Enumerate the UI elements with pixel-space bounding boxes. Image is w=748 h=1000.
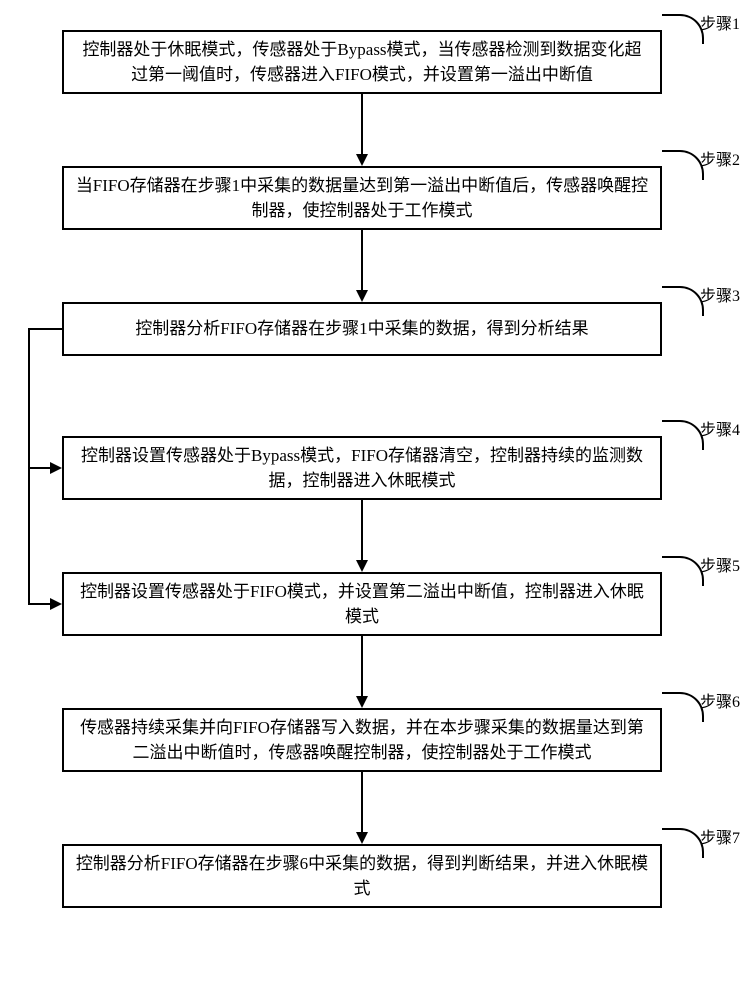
arrow-2-3 [361, 230, 363, 290]
step-text-2: 当FIFO存储器在步骤1中采集的数据量达到第一溢出中断值后，传感器唤醒控制器，使… [74, 173, 650, 224]
callout-2 [662, 150, 704, 180]
branch-to-5 [28, 603, 50, 605]
arrow-head-1-2 [356, 154, 368, 166]
arrow-head-to-4 [50, 462, 62, 474]
arrow-head-6-7 [356, 832, 368, 844]
step-box-4: 控制器设置传感器处于Bypass模式，FIFO存储器清空，控制器持续的监测数据，… [62, 436, 662, 500]
branch-3-left [28, 328, 62, 330]
step-box-6: 传感器持续采集并向FIFO存储器写入数据，并在本步骤采集的数据量达到第二溢出中断… [62, 708, 662, 772]
step-text-5: 控制器设置传感器处于FIFO模式，并设置第二溢出中断值，控制器进入休眠模式 [74, 579, 650, 630]
step-label-5: 步骤5 [700, 552, 740, 576]
arrow-5-6 [361, 636, 363, 696]
step-box-5: 控制器设置传感器处于FIFO模式，并设置第二溢出中断值，控制器进入休眠模式 [62, 572, 662, 636]
callout-6 [662, 692, 704, 722]
callout-4 [662, 420, 704, 450]
arrow-1-2 [361, 94, 363, 154]
arrow-4-5 [361, 500, 363, 560]
step-box-7: 控制器分析FIFO存储器在步骤6中采集的数据，得到判断结果，并进入休眠模式 [62, 844, 662, 908]
step-box-1: 控制器处于休眠模式，传感器处于Bypass模式，当传感器检测到数据变化超过第一阈… [62, 30, 662, 94]
step-label-2: 步骤2 [700, 146, 740, 170]
flowchart-canvas: 控制器处于休眠模式，传感器处于Bypass模式，当传感器检测到数据变化超过第一阈… [0, 0, 748, 1000]
callout-5 [662, 556, 704, 586]
callout-1 [662, 14, 704, 44]
step-text-1: 控制器处于休眠模式，传感器处于Bypass模式，当传感器检测到数据变化超过第一阈… [74, 37, 650, 88]
step-label-7: 步骤7 [700, 824, 740, 848]
arrow-head-2-3 [356, 290, 368, 302]
step-label-6: 步骤6 [700, 688, 740, 712]
callout-7 [662, 828, 704, 858]
step-box-3: 控制器分析FIFO存储器在步骤1中采集的数据，得到分析结果 [62, 302, 662, 356]
arrow-head-4-5 [356, 560, 368, 572]
arrow-head-to-5 [50, 598, 62, 610]
step-label-4: 步骤4 [700, 416, 740, 440]
branch-to-4 [28, 467, 50, 469]
step-label-1: 步骤1 [700, 10, 740, 34]
step-label-3: 步骤3 [700, 282, 740, 306]
arrow-6-7 [361, 772, 363, 832]
step-text-3: 控制器分析FIFO存储器在步骤1中采集的数据，得到分析结果 [135, 316, 588, 342]
step-text-7: 控制器分析FIFO存储器在步骤6中采集的数据，得到判断结果，并进入休眠模式 [74, 851, 650, 902]
callout-3 [662, 286, 704, 316]
step-text-4: 控制器设置传感器处于Bypass模式，FIFO存储器清空，控制器持续的监测数据，… [74, 443, 650, 494]
arrow-head-5-6 [356, 696, 368, 708]
step-text-6: 传感器持续采集并向FIFO存储器写入数据，并在本步骤采集的数据量达到第二溢出中断… [74, 715, 650, 766]
step-box-2: 当FIFO存储器在步骤1中采集的数据量达到第一溢出中断值后，传感器唤醒控制器，使… [62, 166, 662, 230]
